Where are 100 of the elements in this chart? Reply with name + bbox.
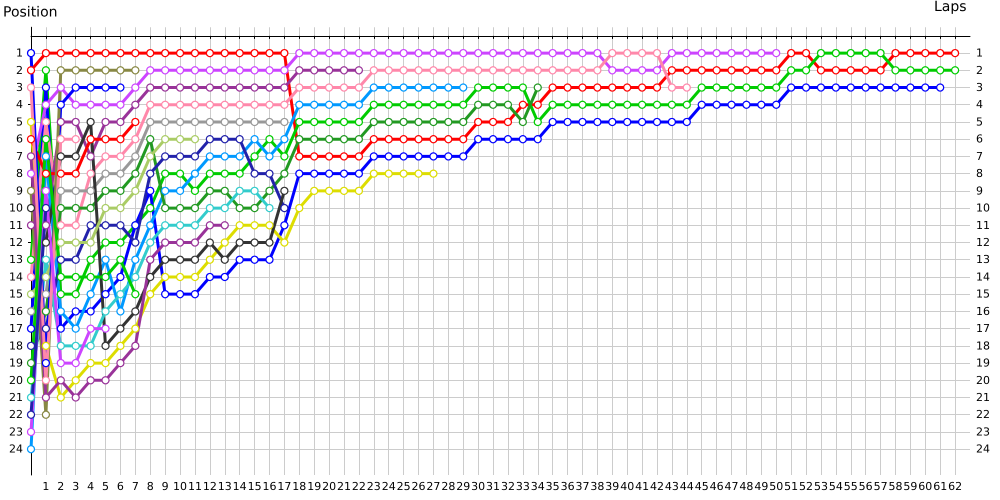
point	[26, 170, 36, 178]
point	[176, 186, 184, 195]
x-tick-label: 25	[396, 480, 411, 493]
point	[236, 204, 244, 212]
point	[86, 152, 95, 161]
point	[131, 342, 140, 350]
point	[26, 290, 36, 298]
point	[265, 83, 274, 92]
point	[101, 118, 110, 126]
y2-tick-label: 9	[976, 184, 983, 198]
x-tick-label: 34	[530, 480, 545, 493]
point	[250, 100, 259, 109]
point	[72, 83, 80, 92]
point	[131, 118, 140, 126]
point	[86, 66, 95, 74]
point	[354, 186, 364, 195]
point	[56, 186, 65, 195]
point	[772, 48, 780, 58]
point	[42, 221, 50, 230]
y2-tick-label: 13	[976, 253, 990, 266]
point	[236, 186, 244, 195]
x-tick-label: 39	[605, 480, 620, 493]
point	[146, 170, 154, 178]
point	[206, 100, 214, 109]
point	[518, 66, 527, 74]
point	[220, 256, 229, 264]
point	[131, 135, 140, 144]
point	[400, 83, 408, 92]
point	[682, 83, 691, 92]
point	[220, 100, 229, 109]
x-tick-label: 59	[903, 480, 918, 493]
y-tick-label: 3	[16, 81, 23, 94]
point	[42, 186, 50, 195]
point	[161, 256, 170, 264]
point	[131, 272, 140, 282]
y-tick-label: 4	[16, 98, 23, 112]
x-tick-label: 7	[132, 480, 139, 493]
y-tick-label: 13	[9, 253, 23, 266]
point	[72, 342, 80, 350]
point	[86, 118, 95, 126]
point	[295, 48, 304, 58]
point	[146, 238, 154, 247]
point	[593, 48, 602, 58]
point	[265, 186, 274, 195]
point	[42, 152, 50, 161]
x-tick-label: 23	[366, 480, 381, 493]
point	[101, 324, 110, 333]
x-tick-label: 28	[441, 480, 456, 493]
point	[429, 66, 438, 74]
point	[370, 83, 378, 92]
point	[101, 186, 110, 195]
point	[101, 376, 110, 384]
point	[414, 48, 423, 58]
y-tick-label: 1	[16, 46, 23, 60]
point	[146, 290, 154, 298]
point	[26, 118, 36, 126]
point	[429, 83, 438, 92]
point	[26, 48, 36, 58]
point	[161, 118, 170, 126]
point	[459, 48, 468, 58]
point	[56, 238, 65, 247]
point	[101, 204, 110, 212]
point	[206, 118, 214, 126]
point	[42, 358, 50, 368]
point	[220, 204, 229, 212]
point	[354, 100, 364, 109]
point	[116, 66, 125, 74]
point	[250, 186, 259, 195]
point	[474, 66, 482, 74]
point	[146, 100, 154, 109]
point	[86, 290, 95, 298]
x-tick-label: 46	[710, 480, 724, 493]
point	[280, 238, 288, 247]
point	[384, 170, 393, 178]
point	[42, 376, 50, 384]
point	[86, 238, 95, 247]
point	[72, 324, 80, 333]
point	[220, 118, 229, 126]
point	[26, 410, 36, 419]
point	[265, 170, 274, 178]
x-tick-label: 36	[560, 480, 575, 493]
point	[116, 135, 125, 144]
x-tick-label: 51	[784, 480, 798, 493]
point	[280, 118, 288, 126]
y2-tick-label: 2	[976, 64, 983, 77]
point	[563, 48, 572, 58]
point	[325, 48, 334, 58]
point	[146, 135, 154, 144]
point	[370, 48, 378, 58]
x-tick-label: 2	[57, 480, 64, 493]
point	[400, 66, 408, 74]
y2-tick-label: 20	[976, 374, 990, 387]
point	[131, 152, 140, 161]
point	[310, 100, 318, 109]
point	[652, 66, 662, 74]
point	[563, 66, 572, 74]
point	[354, 66, 364, 74]
point	[26, 135, 36, 144]
point	[101, 307, 110, 316]
point	[206, 238, 214, 247]
